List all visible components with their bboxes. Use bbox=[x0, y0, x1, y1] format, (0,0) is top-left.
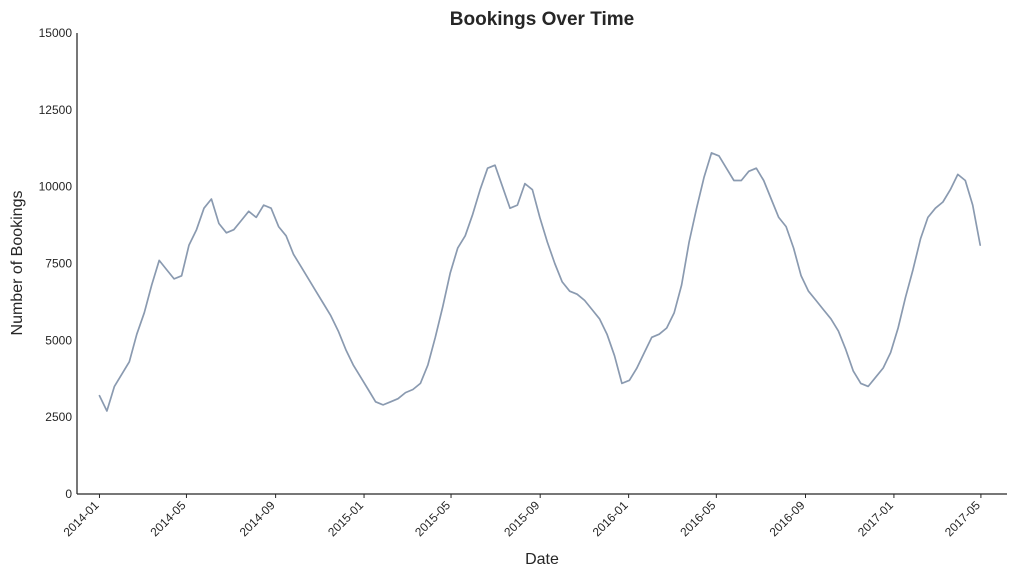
y-tick-label: 7500 bbox=[45, 257, 72, 271]
chart-title: Bookings Over Time bbox=[450, 9, 634, 30]
x-tick-label: 2016-05 bbox=[677, 498, 718, 539]
y-tick-label: 0 bbox=[65, 487, 72, 501]
x-tick-label: 2015-01 bbox=[325, 498, 366, 539]
y-tick-label: 2500 bbox=[45, 410, 72, 424]
x-tick-label: 2017-05 bbox=[942, 498, 983, 539]
series-layer bbox=[98, 152, 982, 412]
y-tick-label: 15000 bbox=[39, 26, 73, 40]
x-tick-label: 2014-01 bbox=[61, 498, 102, 539]
x-tick-label: 2015-09 bbox=[501, 498, 542, 539]
x-tick-label: 2016-09 bbox=[767, 498, 808, 539]
x-tick-label: 2014-09 bbox=[237, 498, 278, 539]
x-tick-label: 2015-05 bbox=[412, 498, 453, 539]
y-tick-label: 5000 bbox=[45, 333, 72, 347]
y-axis-ticks: 0 2500 5000 7500 10000 12500 15000 bbox=[39, 26, 73, 501]
x-tick-label: 2014-05 bbox=[148, 498, 189, 539]
x-tick-label: 2016-01 bbox=[590, 498, 631, 539]
x-axis-label: Date bbox=[525, 551, 559, 568]
series-line bbox=[98, 152, 982, 412]
x-tick-label: 2017-01 bbox=[855, 498, 896, 539]
y-tick-label: 12500 bbox=[39, 103, 73, 117]
y-tick-label: 10000 bbox=[39, 180, 73, 194]
y-axis-label: Number of Bookings bbox=[9, 191, 26, 336]
x-axis-ticks: 2014-01 2014-05 2014-09 2015-01 2015-05 2015-… bbox=[61, 494, 983, 539]
